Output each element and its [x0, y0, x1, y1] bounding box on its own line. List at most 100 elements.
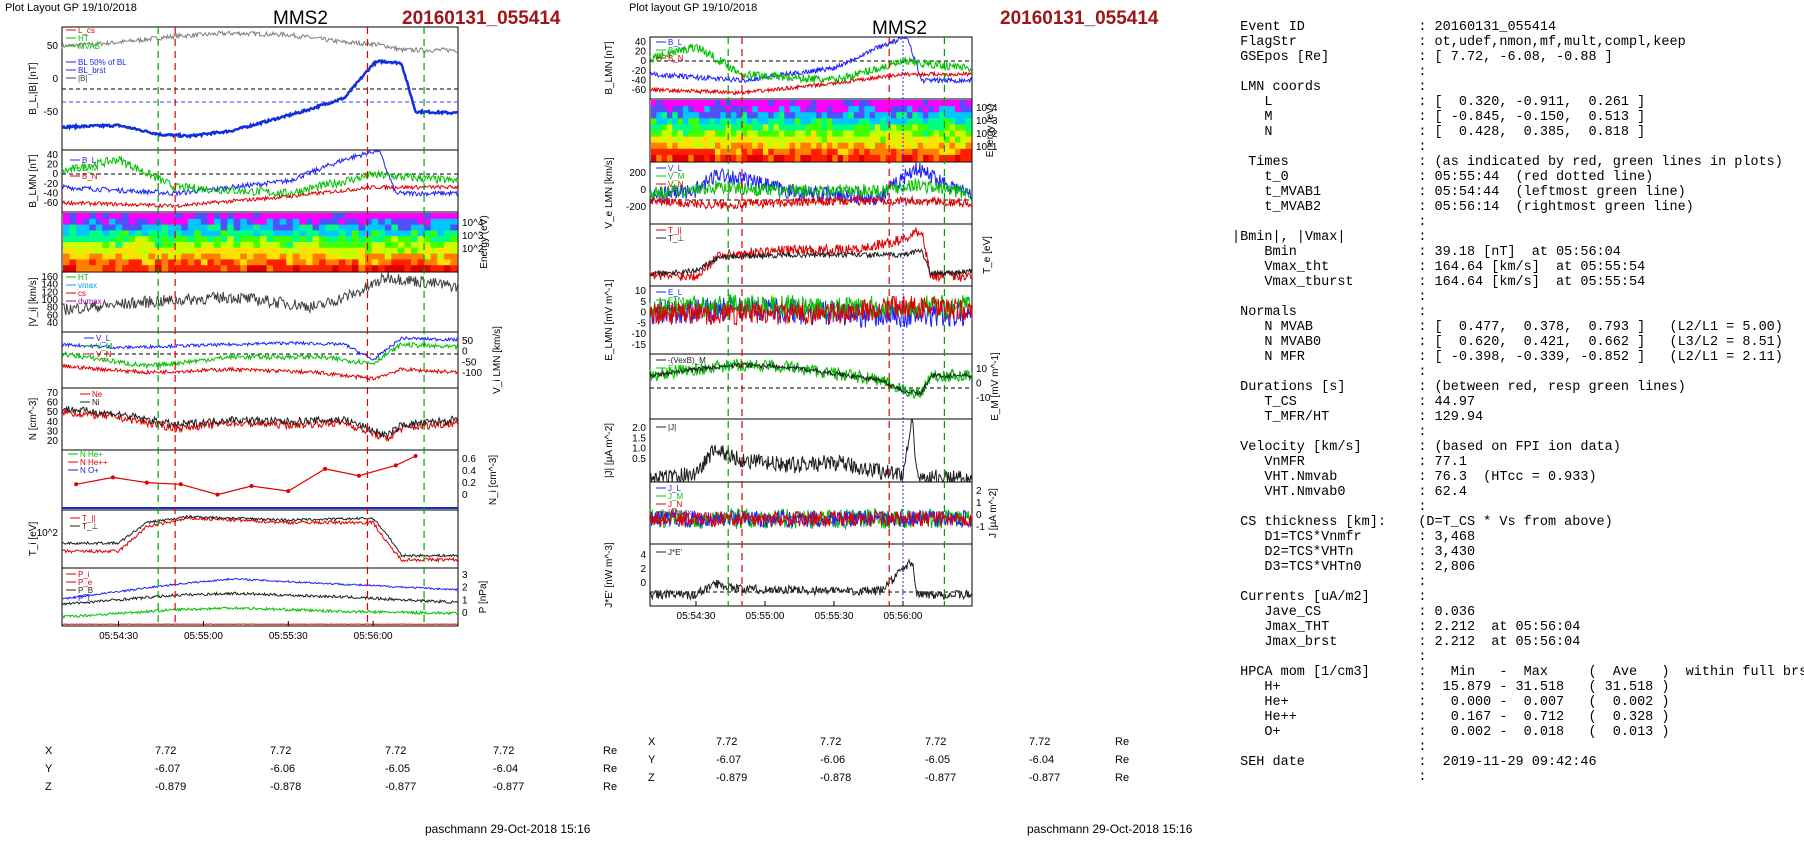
spectrogram-cell — [417, 224, 425, 231]
spectrogram-cell — [837, 124, 844, 132]
orbit-unit: Re — [603, 763, 618, 775]
spectrogram-cell — [69, 265, 77, 272]
spectrogram-cell — [345, 224, 353, 231]
spectrogram-cell — [161, 224, 169, 231]
spectrogram-cell — [443, 242, 452, 249]
spectrogram-cell — [430, 242, 438, 249]
spectrogram-cell — [709, 124, 716, 132]
spectrogram-cell — [773, 118, 780, 125]
spectrogram-cell — [763, 136, 769, 144]
spectrogram-cell — [837, 106, 844, 113]
spectrogram-cell — [207, 218, 215, 226]
spectrogram-cell — [253, 230, 261, 237]
spectrogram-cell — [109, 213, 117, 220]
spectrogram-cell — [816, 142, 823, 150]
spectrogram-cell — [923, 154, 929, 162]
spectrogram-cell — [859, 136, 865, 144]
spectrogram-cell — [424, 236, 432, 243]
left-legend-label: B_N — [82, 172, 98, 181]
spectrogram-cell — [273, 247, 281, 255]
spectrogram-cell — [709, 136, 716, 144]
spectrogram-cell — [869, 112, 876, 119]
spectrogram-cell — [292, 259, 300, 266]
spectrogram-cell — [933, 154, 940, 162]
spectrogram-cell — [869, 154, 876, 162]
spectrogram-cell — [168, 218, 176, 226]
spectrogram-cell — [194, 265, 202, 272]
spectrogram-cell — [789, 142, 796, 150]
spectrogram-cell — [397, 224, 406, 231]
spectrogram-cell — [944, 106, 951, 113]
spectrogram-cell — [141, 213, 149, 220]
spectrogram-cell — [773, 136, 780, 144]
left-tick-label: -50 — [462, 357, 477, 368]
spectrogram-cell — [148, 213, 156, 220]
spectrogram-cell — [800, 130, 807, 138]
orbit-value: -0.877 — [493, 781, 525, 793]
spectrogram-cell — [450, 213, 458, 220]
spectrogram-cell — [246, 259, 255, 266]
spectrogram-cell — [741, 112, 748, 119]
spectrogram-cell — [430, 259, 438, 266]
spectrogram-cell — [848, 124, 855, 132]
spectrogram-cell — [677, 112, 684, 119]
spectrogram-cell — [859, 130, 865, 138]
spectrogram-cell — [384, 213, 392, 220]
spectrogram-cell — [240, 230, 248, 237]
spectrogram-cell — [260, 259, 268, 266]
spectrogram-cell — [651, 154, 657, 162]
spectrogram-cell — [338, 224, 346, 231]
spectrogram-cell — [960, 112, 967, 119]
spectrogram-cell — [365, 213, 373, 220]
spectrogram-cell — [365, 265, 373, 272]
spectrogram-cell — [187, 247, 195, 255]
spectrogram-cell — [174, 218, 182, 226]
spectrogram-cell — [715, 106, 721, 113]
spectrogram-cell — [699, 100, 705, 107]
spectrogram-cell — [667, 118, 673, 125]
info-line: Jmax_THT : 2.212 at 05:56:04 — [1232, 620, 1581, 635]
spectrogram-cell — [200, 230, 209, 237]
spectrogram-cell — [227, 236, 235, 243]
spectrogram-cell — [299, 230, 307, 237]
middle-tick-label: 1 — [976, 498, 982, 509]
spectrogram-cell — [720, 148, 727, 156]
orbit-value: -0.877 — [925, 772, 957, 784]
spectrogram-cell — [378, 224, 386, 231]
spectrogram-cell — [319, 242, 327, 249]
spectrogram-cell — [859, 112, 865, 119]
spectrogram-cell — [715, 154, 721, 162]
spectrogram-cell — [816, 124, 823, 132]
spectrogram-cell — [757, 124, 764, 132]
spectrogram-cell — [246, 213, 255, 220]
spectrogram-cell — [704, 148, 711, 156]
spectrogram-cell — [279, 259, 287, 266]
info-line: : — [1232, 365, 1427, 380]
spectrogram-cell — [827, 118, 833, 125]
left-event-id: 20160131_055414 — [402, 8, 561, 29]
spectrogram-cell — [141, 242, 149, 249]
spectrogram-cell — [292, 213, 300, 220]
spectrogram-cell — [864, 142, 871, 150]
spectrogram-cell — [181, 242, 189, 249]
spectrogram-cell — [677, 106, 684, 113]
spectrogram-cell — [430, 247, 438, 255]
spectrogram-cell — [747, 130, 753, 138]
spectrogram-cell — [102, 213, 110, 220]
spectrogram-cell — [358, 247, 366, 255]
spectrogram-cell — [811, 100, 817, 107]
spectrogram-cell — [312, 230, 320, 237]
spectrogram-cell — [273, 224, 281, 231]
spectrogram-cell — [246, 218, 255, 226]
spectrogram-cell — [128, 247, 136, 255]
spectrogram-cell — [233, 242, 241, 249]
spectrogram-cell — [411, 236, 419, 243]
spectrogram-cell — [102, 230, 110, 237]
info-line: VHT.Nmvab : 76.3 (HTcc = 0.933) — [1232, 470, 1597, 485]
info-line: CS thickness [km]: (D=T_CS * Vs from abo… — [1232, 515, 1613, 530]
spectrogram-cell — [161, 265, 169, 272]
spectrogram-cell — [683, 154, 689, 162]
spectrogram-cell — [89, 230, 97, 237]
spectrogram-cell — [82, 247, 90, 255]
spectrogram-cell — [864, 106, 871, 113]
